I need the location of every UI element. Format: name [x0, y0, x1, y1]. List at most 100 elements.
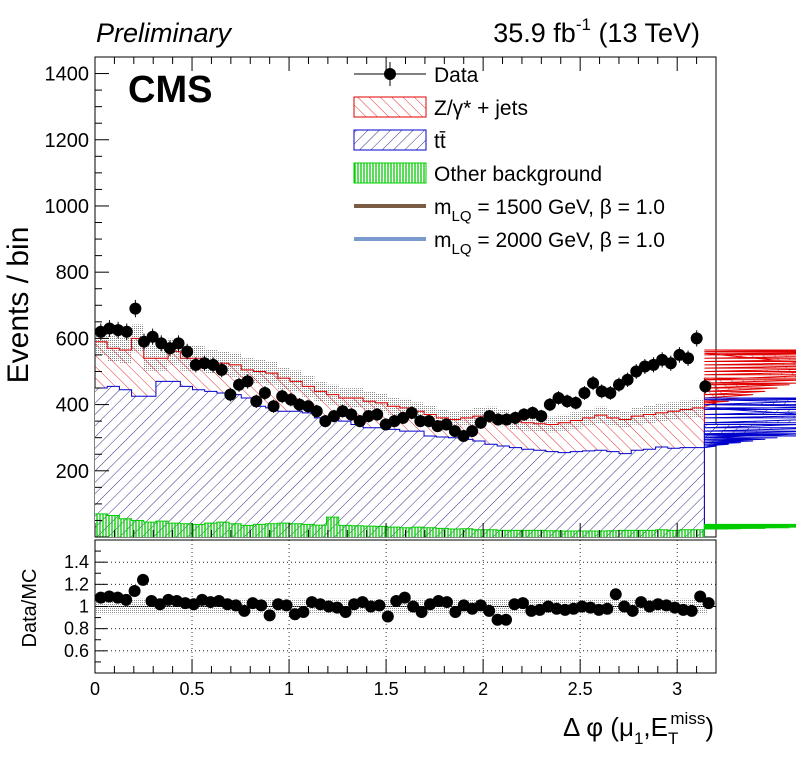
data-point	[569, 396, 582, 409]
main-y-axis: 200 400 600 800 1000 1200 1400	[45, 56, 109, 538]
data-point	[682, 352, 695, 365]
data-point	[120, 325, 133, 338]
ratio-point	[398, 591, 411, 604]
ttbar-hist	[95, 381, 796, 537]
ratio-point	[491, 613, 504, 626]
legend-zjets-swatch	[353, 96, 427, 118]
cms-logo-text: CMS	[128, 69, 212, 111]
data-point	[699, 380, 712, 393]
legend-label: mLQ = 2000 GeV, β = 1.0	[434, 229, 665, 258]
main-y-axis-title: Events / bin	[2, 227, 35, 384]
data-point	[181, 345, 194, 358]
data-point	[474, 416, 487, 429]
ratio-point	[280, 599, 293, 612]
data-point	[621, 373, 634, 386]
data-point	[535, 410, 548, 423]
data-point	[258, 387, 271, 399]
ratio-point	[137, 573, 150, 586]
y-tick-label: 200	[56, 461, 89, 483]
legend-label: tt̄	[434, 130, 446, 153]
data-point	[267, 400, 280, 413]
ratio-point	[238, 604, 251, 617]
data-point	[250, 395, 263, 408]
ratio-point	[373, 599, 386, 612]
ratio-point	[229, 599, 242, 612]
ratio-point	[381, 610, 394, 623]
ratio-point	[500, 613, 513, 626]
data-point	[414, 415, 427, 428]
y-tick-label: 800	[56, 262, 89, 284]
x-tick-label: 0.5	[180, 679, 205, 699]
data-point	[129, 302, 142, 315]
ratio-x-axis: 0 0.5 1 1.5 2 2.5 3	[90, 659, 717, 699]
legend-label: Other background	[434, 163, 602, 186]
main-x-axis-ticks	[94, 57, 717, 537]
data-point	[371, 408, 384, 421]
data-point	[604, 387, 617, 399]
ratio-point	[128, 584, 141, 597]
x-axis-title: Δ φ (μ1,ETmiss)	[563, 709, 714, 748]
ttbar-outline	[95, 380, 796, 537]
ratio-point	[415, 606, 428, 619]
data-point	[172, 337, 185, 350]
ratio-y-axis-title: Data/MC	[19, 569, 41, 648]
main-stack	[95, 337, 796, 537]
data-point	[405, 406, 418, 419]
legend-other-swatch	[353, 162, 427, 184]
main-data-points	[94, 299, 712, 443]
data-point	[543, 398, 556, 411]
x-tick-label: 0	[90, 679, 100, 699]
y-tick-label: 600	[56, 328, 89, 350]
data-point	[587, 377, 600, 390]
ratio-y-tick-label: 1	[79, 597, 89, 617]
legend-label: Data	[434, 64, 479, 87]
ratio-point	[263, 609, 276, 622]
ratio-y-tick-label: 0.8	[64, 619, 89, 639]
ratio-y-tick-label: 0.6	[64, 641, 89, 661]
x-tick-label: 1.5	[374, 679, 399, 699]
data-point	[664, 357, 677, 370]
ratio-point	[255, 599, 268, 612]
data-point	[440, 418, 453, 431]
y-tick-label: 1000	[45, 196, 90, 218]
ratio-point	[474, 599, 487, 612]
ratio-point	[516, 597, 529, 610]
ratio-point	[297, 606, 310, 619]
data-point	[492, 413, 505, 426]
x-tick-label: 2	[478, 679, 488, 699]
data-point	[578, 387, 591, 399]
data-point	[466, 425, 479, 438]
data-point	[690, 332, 703, 345]
other-outline	[95, 513, 796, 537]
data-point	[146, 330, 159, 343]
legend-label: Z/γ* + jets	[434, 97, 528, 120]
ratio-y-axis: 0.60.81 1.21.4	[64, 550, 107, 663]
ratio-point	[407, 600, 420, 613]
ratio-point	[626, 604, 639, 617]
data-point	[310, 405, 323, 418]
preliminary-label: Preliminary	[96, 18, 233, 48]
zjets-outline	[95, 337, 796, 537]
legend-data-marker	[384, 68, 396, 80]
data-point	[224, 388, 237, 401]
data-point	[215, 363, 228, 376]
data-point	[241, 375, 254, 388]
ratio-point	[694, 590, 707, 603]
ratio-points	[94, 573, 715, 626]
x-tick-label: 3	[672, 679, 682, 699]
ratio-y-tick-label: 1.2	[64, 574, 89, 594]
ratio-y-tick-label: 1.4	[64, 552, 89, 572]
ratio-point	[449, 606, 462, 619]
other-hist	[95, 513, 796, 537]
luminosity-label: 35.9 fb-1 (13 TeV)	[493, 15, 700, 48]
ratio-point	[601, 602, 614, 615]
x-tick-label: 2.5	[568, 679, 593, 699]
y-tick-label: 400	[56, 395, 89, 417]
ratio-point	[120, 593, 133, 606]
legend-label: mLQ = 1500 GeV, β = 1.0	[434, 196, 665, 225]
ratio-point	[440, 596, 453, 609]
y-tick-label: 1400	[45, 64, 90, 86]
ratio-point	[702, 597, 715, 610]
ratio-point	[483, 604, 496, 617]
